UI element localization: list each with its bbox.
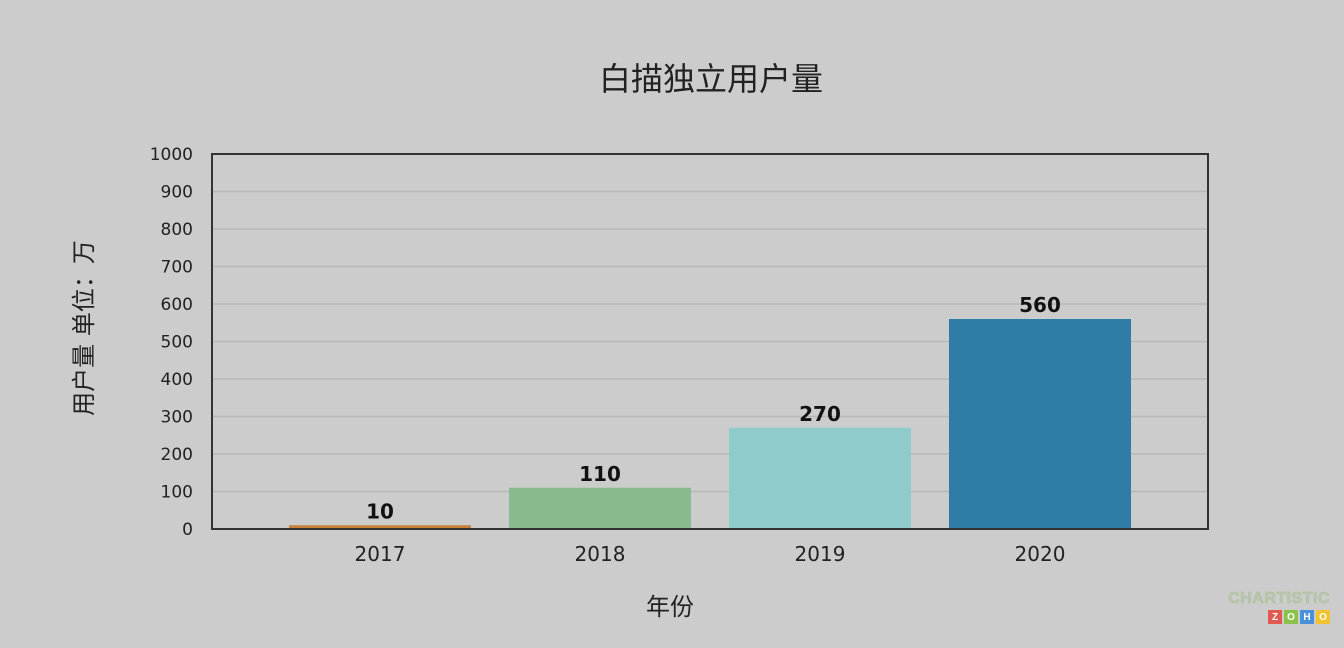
y-tick-label: 500 xyxy=(161,333,193,353)
grid-lines xyxy=(212,190,1208,493)
y-tick-label: 1000 xyxy=(150,145,193,165)
y-tick-label: 0 xyxy=(182,520,193,540)
data-labels: 10 110 270 560 xyxy=(366,293,1061,523)
y-tick-label: 800 xyxy=(161,220,193,240)
logo-wordmark: CHARTISTIC xyxy=(1228,590,1330,608)
x-tick-label: 2020 xyxy=(1015,542,1066,566)
y-tick-label: 400 xyxy=(161,370,193,390)
x-tick-label: 2017 xyxy=(355,542,406,566)
y-tick-label: 100 xyxy=(161,483,193,503)
bar-2018 xyxy=(509,487,691,529)
y-tick-label: 200 xyxy=(161,445,193,465)
chart-title: 白描独立用户量 xyxy=(599,60,823,98)
x-tick-label: 2019 xyxy=(795,542,846,566)
bars xyxy=(289,319,1131,529)
zoho-letter: O xyxy=(1284,610,1298,624)
x-axis-ticks: 2017 2018 2019 2020 xyxy=(355,542,1066,566)
zoho-letter: O xyxy=(1316,610,1330,624)
bar-2017 xyxy=(289,525,471,529)
data-label: 10 xyxy=(366,499,394,523)
y-axis-ticks: 0 100 200 300 400 500 600 700 800 900 1000 xyxy=(150,145,193,540)
y-tick-label: 700 xyxy=(161,258,193,278)
zoho-letter: Z xyxy=(1268,610,1282,624)
x-axis-label: 年份 xyxy=(646,593,694,621)
plot-frame xyxy=(211,153,1209,530)
bar-2020 xyxy=(949,319,1131,529)
bar-2019 xyxy=(729,427,911,529)
y-axis-label: 用户量 单位：万 xyxy=(70,240,98,416)
y-tick-label: 600 xyxy=(161,295,193,315)
zoho-letter: H xyxy=(1300,610,1314,624)
data-label: 110 xyxy=(579,462,621,486)
data-label: 560 xyxy=(1019,293,1061,317)
data-label: 270 xyxy=(799,402,841,426)
y-tick-label: 900 xyxy=(161,183,193,203)
y-tick-label: 300 xyxy=(161,408,193,428)
x-tick-label: 2018 xyxy=(575,542,626,566)
